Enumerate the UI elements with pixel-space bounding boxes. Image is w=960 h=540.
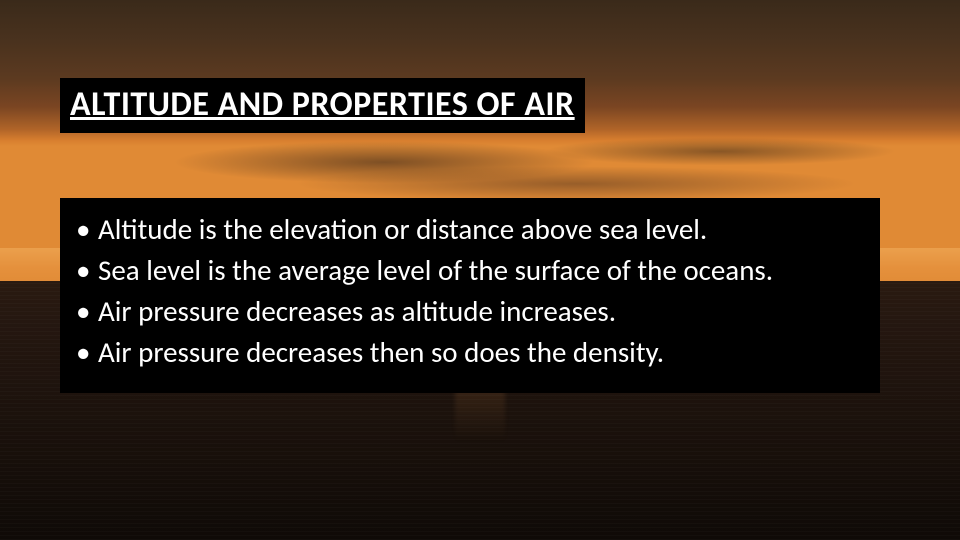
slide-title: ALTITUDE AND PROPERTIES OF AIR (70, 84, 575, 125)
content-box: Altitude is the elevation or distance ab… (60, 198, 880, 393)
list-item: Altitude is the elevation or distance ab… (74, 210, 866, 249)
bullet-list: Altitude is the elevation or distance ab… (74, 210, 866, 373)
list-item: Air pressure decreases then so does the … (74, 333, 866, 372)
list-item: Sea level is the average level of the su… (74, 251, 866, 290)
list-item: Air pressure decreases as altitude incre… (74, 292, 866, 331)
title-box: ALTITUDE AND PROPERTIES OF AIR (60, 78, 585, 133)
